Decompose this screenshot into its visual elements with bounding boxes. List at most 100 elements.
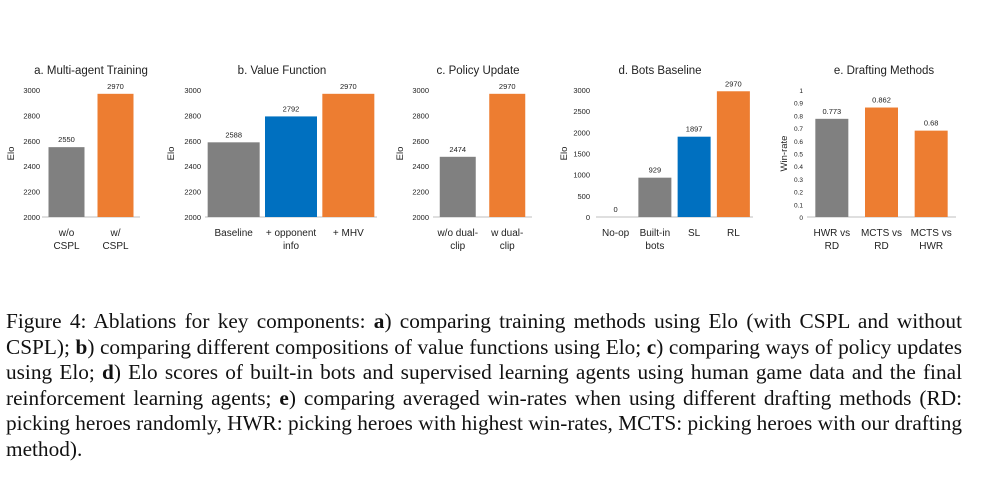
- x-tick-label-mcts-vs-hwr-line2: HWR: [919, 241, 943, 252]
- caption-text-e: ) comparing averaged win-rates when usin…: [6, 385, 962, 461]
- x-tick-label-built-in-bots-line2: bots: [645, 241, 664, 252]
- caption-letter-d: d: [102, 360, 114, 384]
- x-tick-label-w-cspl-line1: w/: [110, 228, 121, 239]
- y-axis-label: Win-rate: [779, 136, 790, 172]
- figure-caption: Figure 4: Ablations for key components: …: [6, 309, 962, 462]
- y-tick-label-2000: 2000: [23, 213, 40, 222]
- value-label-built-in-bots: 929: [649, 166, 662, 175]
- y-tick-label-3000: 3000: [573, 86, 590, 95]
- y-tick-label-2500: 2500: [573, 107, 590, 116]
- x-tick-label-w-o-dual-clip-line2: clip: [450, 241, 465, 252]
- y-tick-label-2600: 2600: [23, 137, 40, 146]
- y-tick-label-2200: 2200: [184, 188, 201, 197]
- bar-rl: [716, 91, 750, 217]
- y-tick-label-3000: 3000: [23, 86, 40, 95]
- x-tick-label-w-o-cspl-line1: w/o: [58, 228, 75, 239]
- bar-w-dual-clip: [489, 93, 526, 217]
- bar-opponent-info: [265, 116, 317, 217]
- y-tick-label-2600: 2600: [412, 137, 429, 146]
- x-tick-label-w-o-dual-clip-line1: w/o dual-: [436, 228, 478, 239]
- chart-title: e. Drafting Methods: [834, 65, 935, 77]
- value-label-rl: 2970: [725, 79, 742, 88]
- y-tick-label-0-9: 0.9: [794, 101, 803, 108]
- x-tick-label-mhv-line1: + MHV: [333, 228, 364, 239]
- caption-text-c: ) comparing ways of policy updates using…: [6, 334, 962, 385]
- y-axis-label: Elo: [559, 147, 570, 161]
- x-tick-label-opponent-info-line1: + opponent: [266, 228, 317, 239]
- y-tick-label-2000: 2000: [184, 213, 201, 222]
- x-tick-label-no-op-line1: No-op: [602, 228, 630, 239]
- chart-a: a. Multi-agent Training Elo 2000 2200 2400 26…: [6, 65, 148, 252]
- y-axis-label: Elo: [6, 147, 17, 161]
- y-tick-label-1: 1: [799, 88, 803, 95]
- chart-title: c. Policy Update: [436, 65, 519, 77]
- y-tick-label-2400: 2400: [23, 162, 40, 171]
- x-tick-label-built-in-bots-line1: Built-in: [640, 228, 671, 239]
- chart-title: a. Multi-agent Training: [34, 65, 148, 77]
- caption-letter-e: e: [279, 385, 289, 410]
- y-tick-label-2200: 2200: [23, 188, 40, 197]
- x-tick-label-mcts-vs-hwr-line1: MCTS vs: [911, 228, 952, 239]
- chart-title: d. Bots Baseline: [618, 65, 701, 77]
- y-tick-label-1500: 1500: [573, 150, 590, 159]
- bar-mcts-vs-rd: [865, 107, 898, 217]
- x-tick-label-opponent-info-line2: info: [283, 241, 300, 252]
- y-tick-label-0: 0: [586, 213, 590, 222]
- x-tick-label-sl-line1: SL: [688, 228, 701, 239]
- bar-mhv: [322, 93, 375, 217]
- x-tick-label-w-o-cspl-line2: CSPL: [53, 241, 80, 252]
- y-tick-label-2800: 2800: [412, 111, 429, 120]
- bar-baseline: [207, 142, 260, 217]
- value-label-w-dual-clip: 2970: [499, 82, 516, 91]
- x-tick-label-mcts-vs-rd-line2: RD: [874, 241, 888, 252]
- y-tick-label-0-8: 0.8: [794, 113, 803, 120]
- y-tick-label-0-2: 0.2: [794, 190, 803, 197]
- bar-mcts-vs-hwr: [914, 130, 948, 217]
- y-tick-label-2400: 2400: [412, 162, 429, 171]
- caption-letter-b: b: [75, 334, 88, 359]
- caption-text-b: ) comparing different compositions of va…: [87, 334, 647, 359]
- y-tick-label-2000: 2000: [412, 213, 429, 222]
- x-tick-label-w-dual-clip-line2: clip: [500, 241, 515, 252]
- y-tick-label-2800: 2800: [184, 111, 201, 120]
- value-label-mcts-vs-hwr: 0.68: [924, 119, 939, 128]
- figure-charts: a. Multi-agent Training Elo 2000 2200 2400 26…: [6, 65, 956, 252]
- chart-e: e. Drafting Methods Win-rate 0 0.1 0.2 0.3 0.4…: [779, 65, 956, 252]
- value-label-opponent-info: 2792: [283, 104, 300, 113]
- chart-title: b. Value Function: [238, 65, 327, 77]
- value-label-no-op: 0: [614, 205, 618, 214]
- caption-text-a: ) comparing training methods using Elo (…: [6, 309, 962, 359]
- x-tick-label-w-cspl-line2: CSPL: [102, 241, 129, 252]
- y-tick-label-1000: 1000: [573, 171, 590, 180]
- value-label-baseline: 2588: [225, 130, 242, 139]
- x-tick-label-w-dual-clip-line1: w dual-: [490, 228, 523, 239]
- value-label-hwr-vs-rd: 0.773: [822, 107, 841, 116]
- y-tick-label-0-7: 0.7: [794, 126, 803, 133]
- y-tick-label-0: 0: [799, 215, 803, 222]
- value-label-mhv: 2970: [340, 82, 357, 91]
- bar-w-cspl: [97, 93, 134, 217]
- bar-sl: [677, 136, 711, 217]
- bar-w-o-cspl: [48, 147, 85, 217]
- y-tick-label-500: 500: [577, 192, 590, 201]
- caption-letter-c: c: [646, 334, 657, 359]
- bar-w-o-dual-clip: [439, 156, 476, 217]
- value-label-w-o-dual-clip: 2474: [449, 145, 466, 154]
- chart-b: b. Value Function Elo 2000 2200 2400 2600 2800…: [166, 65, 377, 252]
- y-tick-label-0-5: 0.5: [794, 152, 803, 159]
- x-tick-label-hwr-vs-rd-line2: RD: [825, 241, 839, 252]
- value-label-w-cspl: 2970: [107, 82, 124, 91]
- y-tick-label-2200: 2200: [412, 188, 429, 197]
- chart-d: d. Bots Baseline Elo 0 500 1000 1500 2000 2500 3…: [559, 65, 753, 252]
- caption-label: Figure 4: Ablations for key components:: [6, 309, 374, 333]
- chart-c: c. Policy Update Elo 2000 2200 2400 2600 2800 3…: [395, 65, 532, 252]
- y-tick-label-0-1: 0.1: [794, 202, 803, 209]
- value-label-w-o-cspl: 2550: [58, 135, 75, 144]
- y-tick-label-3000: 3000: [184, 86, 201, 95]
- y-tick-label-2800: 2800: [23, 111, 40, 120]
- y-tick-label-0-3: 0.3: [794, 177, 803, 184]
- x-tick-label-rl-line1: RL: [727, 228, 740, 239]
- y-tick-label-2000: 2000: [573, 128, 590, 137]
- value-label-sl: 1897: [686, 125, 703, 134]
- y-tick-label-0-6: 0.6: [794, 139, 803, 146]
